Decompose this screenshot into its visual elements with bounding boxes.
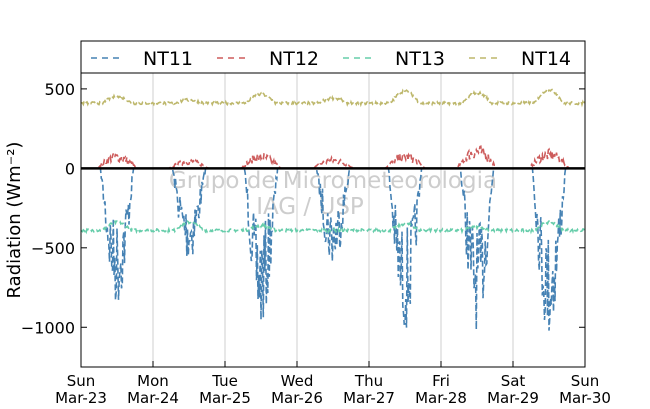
x-tick-label-day: Mon <box>137 372 169 390</box>
y-axis: 500 0 −500 −1000 <box>21 80 585 337</box>
plot-frame <box>80 72 586 368</box>
x-tick-label-date: Mar-25 <box>199 389 251 407</box>
y-tick-label: −500 <box>31 239 75 258</box>
legend-box <box>80 40 586 74</box>
legend: NT11 NT12 NT13 NT14 <box>80 40 586 74</box>
x-tick-label-day: Wed <box>281 372 314 390</box>
x-axis: SunMar-23MonMar-24TueMar-25WedMar-26ThuM… <box>55 361 611 407</box>
y-tick-label: 0 <box>65 159 75 178</box>
x-tick-label-date: Mar-26 <box>271 389 323 407</box>
series-line-nt12 <box>81 144 585 170</box>
legend-label: NT11 <box>143 48 193 70</box>
x-tick-label-day: Tue <box>211 372 238 390</box>
y-tick-label: −1000 <box>21 318 75 337</box>
x-tick-label-day: Sun <box>571 372 600 390</box>
x-tick-label-date: Mar-24 <box>127 389 179 407</box>
series-line-nt13 <box>80 220 586 235</box>
x-tick-label-day: Fri <box>432 372 450 390</box>
x-tick-label-date: Mar-30 <box>559 389 611 407</box>
y-tick-label: 500 <box>44 80 75 99</box>
legend-label: NT14 <box>521 48 571 70</box>
watermark-line-1: Grupo de Micrometeorologia <box>169 168 497 194</box>
x-tick-label-day: Thu <box>354 372 383 390</box>
x-tick-label-date: Mar-28 <box>415 389 467 407</box>
legend-label: NT12 <box>269 48 319 70</box>
grid-lines <box>152 73 514 367</box>
legend-label: NT13 <box>395 48 445 70</box>
y-axis-label: Radiation (Wm⁻²) <box>4 142 25 299</box>
x-tick-label-date: Mar-23 <box>55 389 107 407</box>
x-tick-label-date: Mar-27 <box>343 389 395 407</box>
series-line-nt14 <box>80 87 586 108</box>
x-tick-label-day: Sat <box>501 372 526 390</box>
x-tick-label-date: Mar-29 <box>487 389 539 407</box>
watermark: Grupo de Micrometeorologia IAG / USP <box>169 168 497 220</box>
x-tick-label-day: Sun <box>67 372 96 390</box>
